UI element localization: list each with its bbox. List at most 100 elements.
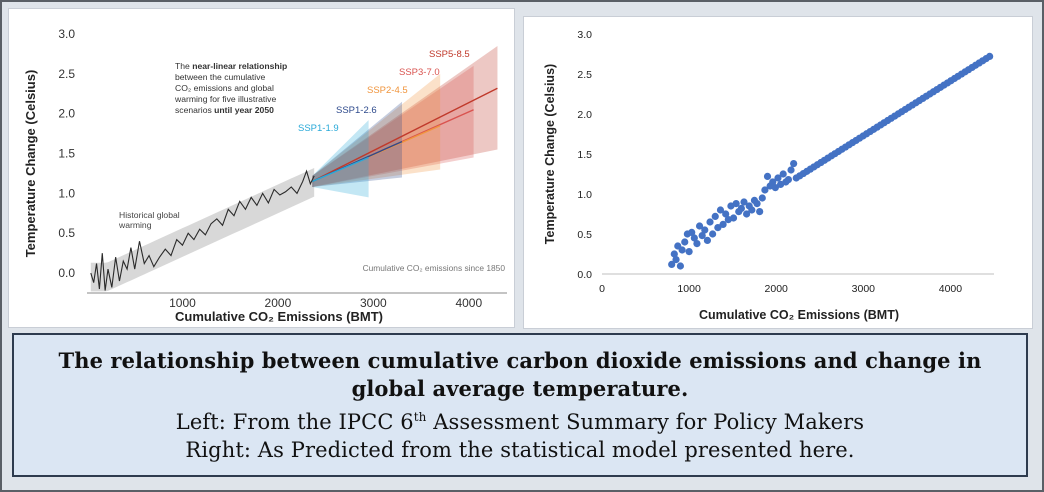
y-tick-label-2: 1.0	[58, 186, 75, 200]
scenario-label-ssp2-4.5: SSP2-4.5	[367, 85, 408, 96]
data-point	[685, 248, 693, 256]
data-point	[787, 166, 795, 174]
x-tick-label-4: 4000	[939, 283, 963, 295]
data-point	[672, 256, 680, 264]
y-axis-title: Temperature Change (Celsius)	[543, 64, 557, 244]
scenario-band-ssp1-1.9	[312, 120, 369, 198]
caption-superscript: th	[413, 409, 427, 424]
data-point	[688, 228, 696, 236]
x-tick-label-0: 1000	[169, 296, 196, 310]
data-point	[676, 262, 684, 270]
y-tick-label-0: 0.0	[58, 266, 75, 280]
model-chart-panel: 0.0 0.5 1.0 1.5 2.0 2.5 3.0 0 1000 2000 3000 4000 Te…	[523, 16, 1033, 329]
y-tick-label-2: 1.0	[577, 189, 592, 201]
data-point	[756, 208, 764, 216]
historical-label-line-1: warming	[118, 220, 152, 230]
scenario-band-ssp3-7.0	[312, 65, 474, 188]
data-point	[743, 210, 751, 218]
data-point	[670, 250, 678, 258]
data-point	[678, 246, 686, 254]
annotation-line-4: scenarios until year 2050	[175, 105, 274, 115]
data-point	[695, 222, 704, 230]
y-tick-label-3: 1.5	[577, 149, 592, 161]
x-tick-label-3: 3000	[852, 283, 876, 295]
y-tick-label-6: 3.0	[577, 29, 592, 41]
model-chart: 0.0 0.5 1.0 1.5 2.0 2.5 3.0 0 1000 2000 3000 4000 Te…	[543, 29, 994, 322]
data-point	[748, 206, 756, 214]
x-tick-label-3: 4000	[455, 296, 482, 310]
scenario-label-ssp3-7.0: SSP3-7.0	[399, 67, 440, 78]
y-tick-label-0: 0.0	[577, 269, 592, 281]
x-tick-label-0: 0	[599, 283, 605, 295]
data-point	[719, 220, 727, 228]
annotation-line-1: between the cumulative	[175, 72, 266, 82]
annotation-line-2: CO₂ emissions and global	[175, 83, 274, 93]
x-tick-label-1: 2000	[265, 296, 292, 310]
data-point	[753, 200, 761, 208]
data-point	[761, 186, 769, 194]
data-point	[709, 230, 717, 238]
scenario-label-ssp5-8.5: SSP5-8.5	[429, 49, 470, 60]
emissions-note: Cumulative CO₂ emissions since 1850	[363, 263, 506, 273]
data-point	[740, 198, 748, 206]
historical-warming-line	[90, 169, 315, 291]
y-tick-label-1: 0.5	[58, 226, 75, 240]
data-point	[716, 206, 725, 214]
x-tick-label-1: 1000	[677, 283, 701, 295]
y-tick-label-4: 2.0	[577, 109, 592, 121]
y-tick-label-3: 1.5	[58, 147, 75, 161]
figure-caption: The relationship between cumulative carb…	[12, 333, 1028, 477]
scenario-band-ssp2-4.5	[312, 73, 441, 188]
historical-label-line-0: Historical global	[119, 210, 180, 220]
data-point	[737, 204, 745, 212]
caption-line-3-rest: Assessment Summary for Policy Makers	[426, 409, 865, 434]
data-point	[698, 232, 706, 240]
y-tick-label-6: 3.0	[58, 27, 75, 41]
data-point	[690, 234, 698, 242]
y-tick-label-1: 0.5	[577, 229, 592, 241]
data-point	[714, 224, 722, 232]
data-point	[771, 184, 779, 192]
data-point	[693, 240, 701, 248]
annotation-line-3: warming for five illustrative	[174, 94, 276, 104]
y-axis-title: Temperature Change (Celsius)	[23, 70, 38, 258]
scenario-line-ssp1-1.9	[311, 156, 369, 183]
x-axis-title: Cumulative CO₂ Emissions (BMT)	[175, 309, 383, 324]
data-point	[769, 178, 777, 186]
data-point	[732, 200, 740, 208]
data-point	[701, 226, 709, 234]
caption-line-3: Left: From the IPCC 6th Assessment Summa…	[176, 403, 864, 436]
data-point	[668, 260, 676, 268]
data-point	[784, 176, 793, 184]
data-point	[986, 52, 994, 61]
x-tick-label-2: 3000	[360, 296, 387, 310]
x-axis-title: Cumulative CO₂ Emissions (BMT)	[699, 308, 899, 322]
scenario-label-ssp1-1.9: SSP1-1.9	[298, 123, 339, 134]
caption-line-4: Right: As Predicted from the statistical…	[185, 437, 855, 462]
data-point	[790, 160, 798, 168]
scenario-band-ssp5-8.5	[312, 45, 498, 188]
data-point	[711, 212, 719, 220]
data-point	[763, 172, 772, 180]
scenario-label-ssp1-2.6: SSP1-2.6	[336, 105, 377, 116]
scenario-line-ssp5-8.5	[311, 87, 498, 183]
caption-line-2: global average temperature.	[351, 375, 689, 401]
caption-line-1: The relationship between cumulative carb…	[58, 347, 982, 373]
annotation-line-0: The near-linear relationship	[175, 61, 287, 71]
caption-line-3-main: Left: From the IPCC 6	[175, 409, 414, 434]
y-tick-label-5: 2.5	[58, 67, 75, 81]
ipcc-chart: 0.0 0.5 1.0 1.5 2.0 2.5 3.0 1000 2000 3000 4000 Tem…	[23, 27, 507, 324]
data-point	[779, 170, 787, 178]
data-point	[703, 236, 712, 244]
data-point	[706, 218, 714, 226]
scenario-band-ssp1-2.6	[312, 101, 402, 188]
ipcc-chart-panel: 0.0 0.5 1.0 1.5 2.0 2.5 3.0 1000 2000 3000 4000 Tem…	[8, 8, 515, 328]
data-point	[722, 210, 730, 218]
data-point	[758, 194, 766, 202]
data-point	[681, 238, 689, 246]
y-tick-label-4: 2.0	[58, 107, 75, 121]
y-tick-label-5: 2.5	[577, 69, 592, 81]
x-tick-label-2: 2000	[765, 283, 789, 295]
data-point	[774, 174, 782, 182]
data-point	[729, 214, 738, 222]
